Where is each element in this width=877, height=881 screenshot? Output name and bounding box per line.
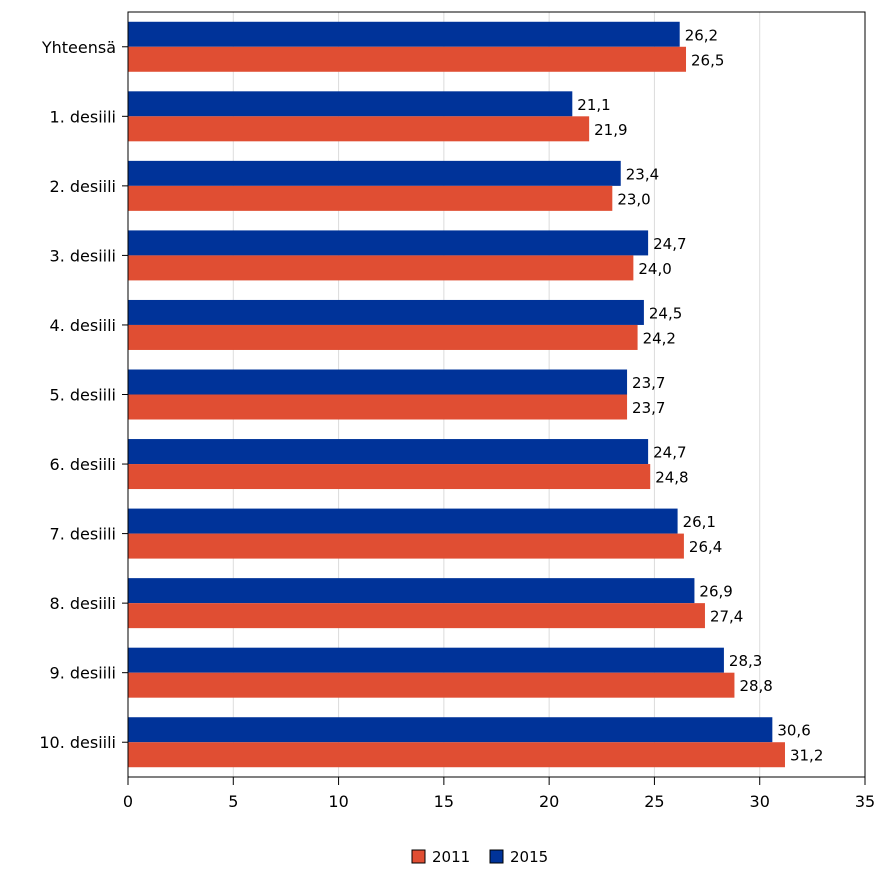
- bar-2015-10: [128, 647, 724, 673]
- legend-swatch-2011: [411, 849, 426, 864]
- data-label-2015-2: 21,1: [577, 96, 610, 114]
- x-tick-label-0: 0: [123, 792, 133, 811]
- bar-2011-6: [128, 394, 628, 420]
- data-label-2015-4: 24,7: [653, 235, 686, 253]
- bar-2015-7: [128, 439, 649, 465]
- data-label-2015-6: 23,7: [632, 374, 665, 392]
- data-label-2015-9: 26,9: [699, 583, 732, 601]
- plot-frame: [127, 11, 866, 778]
- data-label-2015-10: 28,3: [729, 652, 762, 670]
- bar-2011-10: [128, 672, 735, 698]
- data-label-2015-7: 24,7: [653, 444, 686, 462]
- category-label-11: 10. desiili: [39, 733, 116, 752]
- category-label-7: 6. desiili: [50, 455, 116, 474]
- legend-swatch-2015: [489, 849, 504, 864]
- data-label-2011-1: 26,5: [691, 51, 724, 69]
- category-label-9: 8. desiili: [50, 594, 116, 613]
- data-label-2011-5: 24,2: [643, 329, 676, 347]
- category-label-3: 2. desiili: [50, 177, 116, 196]
- bar-2011-5: [128, 324, 638, 350]
- bar-2011-4: [128, 255, 634, 281]
- x-tick-label-25: 25: [644, 792, 664, 811]
- data-label-2015-5: 24,5: [649, 304, 682, 322]
- bar-2015-4: [128, 230, 649, 256]
- bar-2015-8: [128, 508, 678, 534]
- bar-2015-6: [128, 369, 628, 395]
- data-label-2011-7: 24,8: [655, 469, 688, 487]
- data-label-2011-3: 23,0: [617, 190, 650, 208]
- bar-2015-3: [128, 160, 621, 186]
- legend-label-2015: 2015: [510, 848, 548, 866]
- category-label-2: 1. desiili: [50, 107, 116, 126]
- category-label-4: 3. desiili: [50, 246, 116, 265]
- data-label-2011-10: 28,8: [739, 677, 772, 695]
- x-tick-label-15: 15: [434, 792, 454, 811]
- x-tick-label-30: 30: [750, 792, 770, 811]
- legend-label-2011: 2011: [432, 848, 470, 866]
- x-tick-label-5: 5: [228, 792, 238, 811]
- data-label-2011-4: 24,0: [638, 260, 671, 278]
- data-label-2011-11: 31,2: [790, 747, 823, 765]
- bar-2015-1: [128, 21, 680, 47]
- bar-2011-1: [128, 46, 687, 72]
- bar-2011-7: [128, 464, 651, 490]
- category-label-10: 9. desiili: [50, 664, 116, 683]
- data-label-2015-1: 26,2: [685, 26, 718, 44]
- category-label-6: 5. desiili: [50, 386, 116, 405]
- bar-2015-9: [128, 578, 695, 604]
- bar-2011-9: [128, 603, 705, 629]
- bar-2011-8: [128, 533, 684, 559]
- category-label-8: 7. desiili: [50, 525, 116, 544]
- bar-2011-2: [128, 116, 590, 142]
- data-label-2011-6: 23,7: [632, 399, 665, 417]
- x-tick-label-20: 20: [539, 792, 559, 811]
- data-label-2011-8: 26,4: [689, 538, 722, 556]
- bar-2011-11: [128, 742, 785, 768]
- bar-2015-2: [128, 91, 573, 117]
- category-label-1: Yhteensä: [41, 38, 116, 57]
- data-label-2011-9: 27,4: [710, 608, 743, 626]
- bar-2011-3: [128, 185, 613, 211]
- bar-2015-11: [128, 717, 773, 743]
- data-label-2015-11: 30,6: [777, 722, 810, 740]
- x-tick-label-10: 10: [328, 792, 348, 811]
- x-tick-label-35: 35: [855, 792, 875, 811]
- data-label-2015-3: 23,4: [626, 165, 659, 183]
- data-label-2011-2: 21,9: [594, 121, 627, 139]
- bar-2015-5: [128, 299, 644, 325]
- data-label-2015-8: 26,1: [683, 513, 716, 531]
- category-label-5: 4. desiili: [50, 316, 116, 335]
